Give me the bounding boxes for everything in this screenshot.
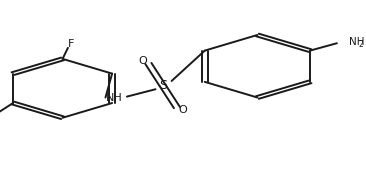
Text: 2: 2 xyxy=(359,40,363,49)
Text: O: O xyxy=(139,56,147,66)
Text: NH: NH xyxy=(349,37,364,47)
Text: F: F xyxy=(68,39,74,49)
Text: S: S xyxy=(159,79,167,92)
Text: O: O xyxy=(178,105,187,115)
Text: NH: NH xyxy=(106,93,123,103)
